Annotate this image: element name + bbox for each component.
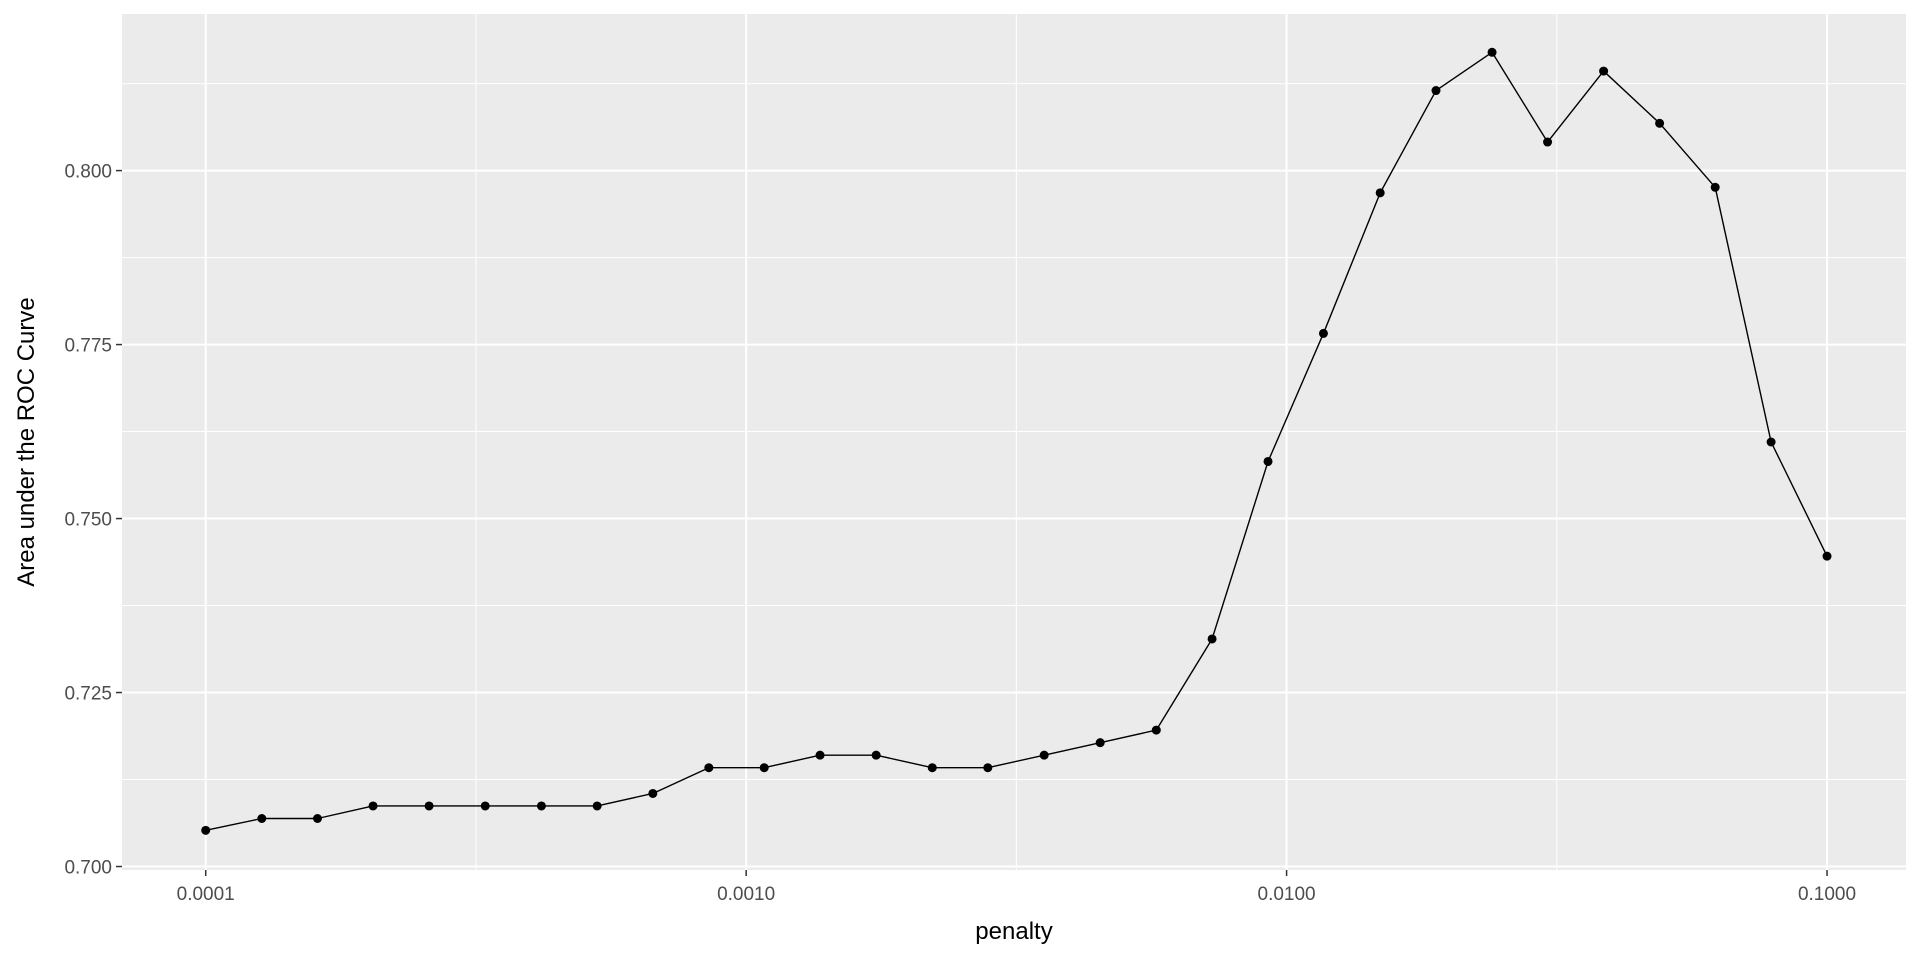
y-tick-label: 0.725 — [64, 684, 112, 705]
x-tick-label: 0.1000 — [1798, 884, 1856, 905]
data-point — [871, 750, 881, 760]
x-tick-label: 0.0010 — [717, 884, 775, 905]
data-point — [1207, 634, 1217, 644]
data-point — [1263, 456, 1273, 466]
y-tick-label: 0.700 — [64, 858, 112, 879]
y-tick-label: 0.800 — [64, 162, 112, 183]
data-point — [648, 788, 658, 798]
series-group — [201, 47, 1832, 835]
data-point — [424, 801, 434, 811]
data-point — [368, 801, 378, 811]
data-point — [759, 763, 769, 773]
data-point — [1710, 182, 1720, 192]
data-point — [1431, 86, 1441, 96]
data-point — [1039, 750, 1049, 760]
data-point — [257, 814, 267, 824]
data-point — [1543, 137, 1553, 147]
data-point — [1487, 47, 1497, 57]
y-tick-label: 0.750 — [64, 510, 112, 531]
series-line — [205, 51, 1828, 832]
x-tick-label: 0.0100 — [1258, 884, 1316, 905]
data-point — [201, 825, 211, 835]
data-point — [1151, 725, 1161, 735]
data-point — [1822, 551, 1832, 561]
data-point — [1766, 437, 1776, 447]
data-point — [312, 814, 322, 824]
data-point — [1318, 328, 1328, 338]
data-point — [1095, 738, 1105, 748]
data-point — [815, 750, 825, 760]
data-point — [592, 801, 602, 811]
axes: 0.700 0.725 0.750 0.775 0.800 0.0001 0.0010 0.0… — [64, 162, 1856, 905]
x-tick-label: 0.0001 — [177, 884, 235, 905]
data-point — [983, 763, 993, 773]
data-point — [536, 801, 546, 811]
data-point — [1655, 118, 1665, 128]
y-tick-label: 0.775 — [64, 336, 112, 357]
gridlines — [122, 14, 1906, 870]
panel-background — [122, 14, 1906, 870]
y-axis-title: Area under the ROC Curve — [13, 297, 40, 586]
data-point — [480, 801, 490, 811]
data-point — [1599, 66, 1609, 76]
data-point — [704, 763, 714, 773]
data-point — [1375, 188, 1385, 198]
plot-panel — [122, 14, 1906, 870]
x-axis-title: penalty — [975, 918, 1052, 945]
data-point — [927, 763, 937, 773]
